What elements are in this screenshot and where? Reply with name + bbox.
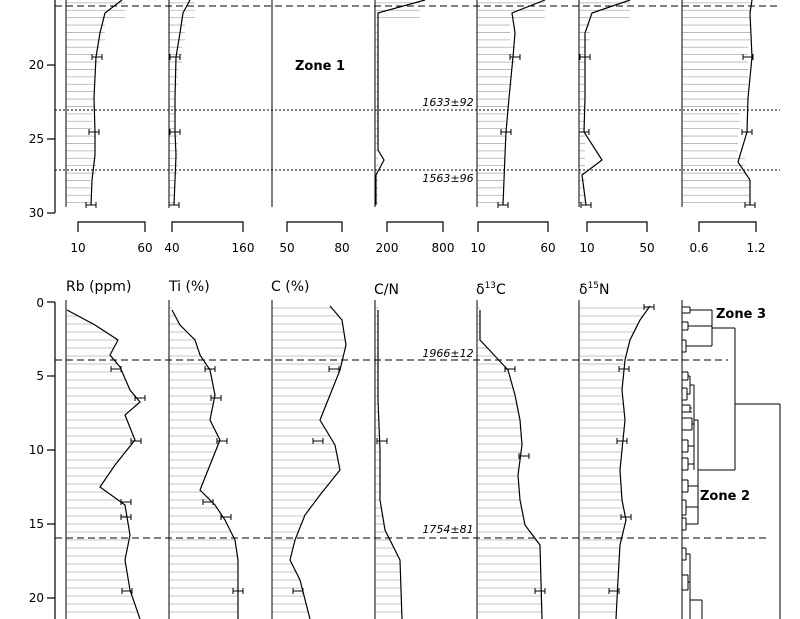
series-label-c: C (%) <box>271 279 309 295</box>
upper-profile-line <box>173 0 191 206</box>
dendrogram-branch <box>682 321 712 331</box>
lower-profile-line <box>615 305 651 619</box>
lower-profile-line <box>289 305 347 619</box>
lower-profile-line <box>377 310 403 619</box>
series-label-d15n: δ15N <box>579 281 610 298</box>
d13c-delta: δ <box>476 282 485 298</box>
upper-profile-line <box>502 0 546 206</box>
x-axis-bracket <box>386 221 444 232</box>
d13c-element: C <box>496 282 506 298</box>
date-label-1563: 1563±96 <box>422 172 473 185</box>
x-tick-rb-60: 60 <box>137 241 152 255</box>
dendrogram-branch <box>682 371 690 381</box>
zone-3-label: Zone 3 <box>716 307 766 322</box>
dendrogram-branch <box>682 547 690 561</box>
x-axis-bracket <box>77 221 146 232</box>
axes <box>47 0 781 619</box>
x-tick-last-0.6: 0.6 <box>689 241 708 255</box>
x-tick-ti-160: 160 <box>232 241 255 255</box>
dendrogram-branch <box>682 417 694 431</box>
lower-profile-line <box>66 309 141 619</box>
dendrogram-branch <box>682 574 690 591</box>
lower-depth-tick-10: 10 <box>29 443 44 457</box>
lower-depth-tick-5: 5 <box>36 369 44 383</box>
x-tick-d15n-10: 10 <box>579 241 594 255</box>
x-tick-cn-200: 200 <box>376 241 399 255</box>
upper-profile-line <box>375 0 426 205</box>
date-label-1754: 1754±81 <box>422 523 473 536</box>
dendrogram-branch <box>682 457 694 471</box>
dendrogram-branch <box>711 310 735 346</box>
series-label-rb: Rb (ppm) <box>66 279 131 295</box>
x-tick-cn-800: 800 <box>432 241 455 255</box>
upper-depth-tick-20: 20 <box>29 58 44 72</box>
date-label-1633: 1633±92 <box>422 96 473 109</box>
x-tick-d13c-10: 10 <box>470 241 485 255</box>
x-tick-last-1.2: 1.2 <box>746 241 765 255</box>
x-tick-c-80: 80 <box>334 241 349 255</box>
lower-depth-tick-0: 0 <box>36 296 44 310</box>
zone-1-label: Zone 1 <box>295 59 345 74</box>
series-label-ti: Ti (%) <box>168 279 210 295</box>
d15n-element: N <box>599 282 609 298</box>
upper-profile-line <box>737 0 753 205</box>
x-tick-d15n-50: 50 <box>639 241 654 255</box>
x-axis-bracket <box>586 221 648 232</box>
upper-profile-line <box>581 0 631 206</box>
dendrogram-branch <box>734 328 780 470</box>
dendrogram-branch <box>682 387 690 401</box>
x-axis-bracket <box>171 221 244 232</box>
zone-2-label: Zone 2 <box>700 489 750 504</box>
upper-depth-tick-25: 25 <box>29 132 44 146</box>
x-tick-d13c-60: 60 <box>540 241 555 255</box>
x-axis-bracket <box>286 221 343 232</box>
lower-profile-line <box>171 309 239 619</box>
upper-depth-tick-30: 30 <box>29 206 44 220</box>
dendrogram-branch <box>682 439 694 453</box>
dendrogram-branch <box>682 517 698 531</box>
x-axis-bracket <box>698 221 757 232</box>
date-label-1966: 1966±12 <box>422 347 473 360</box>
x-tick-ti-40: 40 <box>164 241 179 255</box>
x-tick-c-50: 50 <box>279 241 294 255</box>
dendrogram-branch <box>689 376 698 470</box>
lower-depth-tick-15: 15 <box>29 517 44 531</box>
profile-lines <box>66 0 756 619</box>
dendrogram-branch <box>682 306 712 314</box>
lower-profile-line <box>479 310 543 619</box>
dendrogram-branch <box>682 479 698 493</box>
d15n-superscript: 15 <box>588 281 599 291</box>
dendrogram-branch <box>697 420 735 524</box>
dendrogram-branch <box>689 554 703 619</box>
series-label-cn: C/N <box>374 282 399 298</box>
dendrogram-branch <box>682 499 698 516</box>
lower-depth-tick-20: 20 <box>29 591 44 605</box>
dendrogram-branch <box>682 404 692 413</box>
dendrogram-branch <box>682 339 712 353</box>
x-tick-rb-10: 10 <box>70 241 85 255</box>
series-label-d13c: δ13C <box>476 281 506 298</box>
x-axis-bracket <box>477 221 549 232</box>
upper-profile-line <box>90 0 123 206</box>
d13c-superscript: 13 <box>485 281 496 291</box>
d15n-delta: δ <box>579 282 588 298</box>
